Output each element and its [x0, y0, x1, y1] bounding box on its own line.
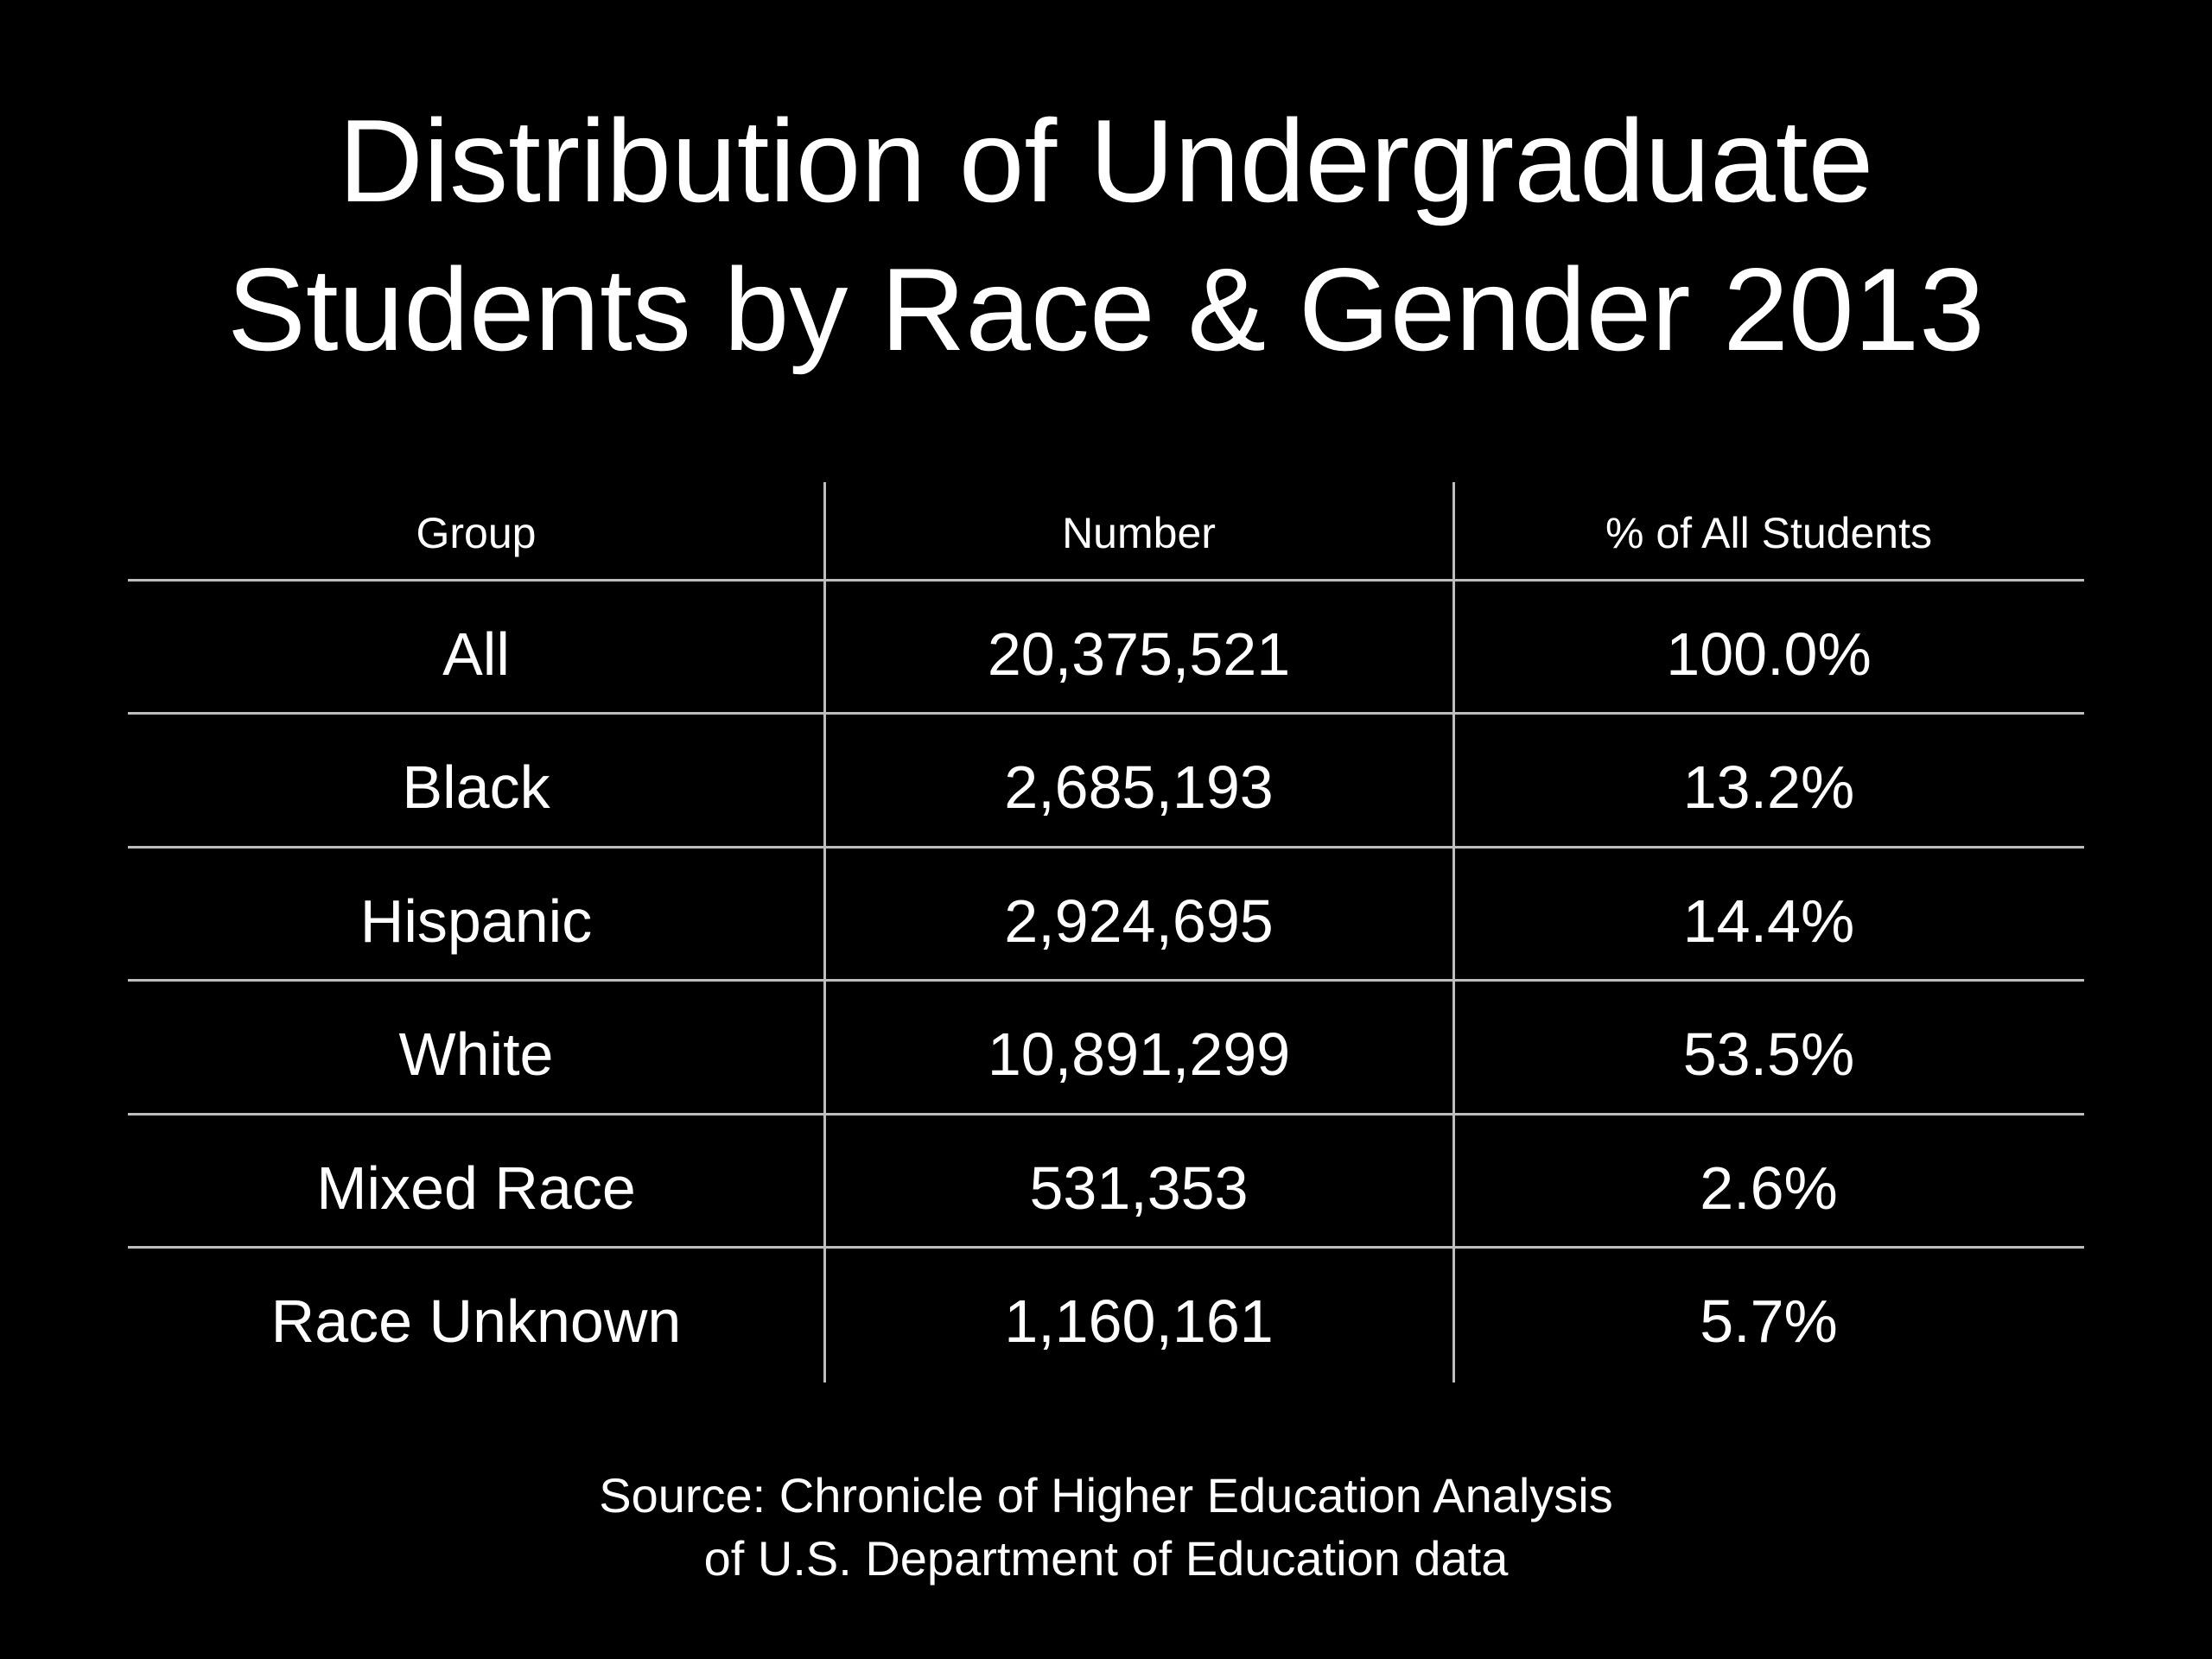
cell-percent: 53.5% — [1682, 1020, 1855, 1088]
header-group: Group — [416, 509, 537, 557]
row-separator — [128, 1246, 2084, 1249]
cell-number: 10,891,299 — [987, 1020, 1291, 1088]
header-number: Number — [1062, 509, 1216, 557]
cell-group: Black — [402, 753, 550, 821]
cell-group: White — [398, 1020, 554, 1088]
chart-title-line-2: Students by Race & Gender 2013 — [227, 244, 1985, 375]
chart-title-line-1: Distribution of Undergraduate — [338, 95, 1874, 226]
row-separator — [128, 579, 2084, 582]
row-separator — [128, 979, 2084, 982]
source-line-1: Source: Chronicle of Higher Education An… — [599, 1468, 1613, 1522]
cell-group: Mixed Race — [316, 1154, 636, 1222]
cell-percent: 13.2% — [1682, 753, 1855, 821]
cell-group: Race Unknown — [270, 1287, 682, 1355]
column-divider-1 — [823, 482, 826, 1382]
cell-number: 1,160,161 — [1004, 1287, 1274, 1355]
row-separator — [128, 712, 2084, 715]
cell-percent: 5.7% — [1700, 1287, 1838, 1355]
header-percent: % of All Students — [1605, 509, 1932, 557]
row-separator — [128, 846, 2084, 849]
cell-percent: 14.4% — [1682, 887, 1855, 955]
cell-group: All — [442, 620, 510, 688]
cell-number: 531,353 — [1029, 1154, 1249, 1222]
cell-number: 20,375,521 — [987, 620, 1291, 688]
cell-group: Hispanic — [359, 887, 593, 955]
column-divider-2 — [1452, 482, 1455, 1382]
cell-number: 2,924,695 — [1004, 887, 1274, 955]
cell-percent: 2.6% — [1700, 1154, 1838, 1222]
row-separator — [128, 1113, 2084, 1116]
cell-percent: 100.0% — [1666, 620, 1872, 688]
source-line-2: of U.S. Department of Education data — [703, 1531, 1509, 1586]
cell-number: 2,685,193 — [1004, 753, 1274, 821]
data-table: Group Number % of All Students All 20,375… — [128, 482, 2084, 1382]
